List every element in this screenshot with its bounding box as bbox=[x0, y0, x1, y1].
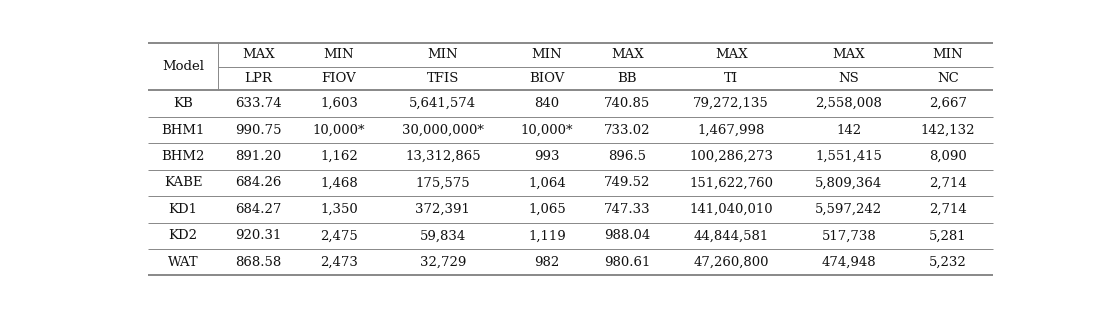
Text: NC: NC bbox=[937, 72, 958, 85]
Text: 5,232: 5,232 bbox=[929, 256, 967, 269]
Text: KABE: KABE bbox=[164, 176, 203, 189]
Text: 891.20: 891.20 bbox=[236, 150, 282, 163]
Text: LPR: LPR bbox=[245, 72, 273, 85]
Text: 5,809,364: 5,809,364 bbox=[816, 176, 883, 189]
Text: MAX: MAX bbox=[715, 48, 748, 61]
Text: WAT: WAT bbox=[168, 256, 198, 269]
Text: BB: BB bbox=[618, 72, 637, 85]
Text: 747.33: 747.33 bbox=[604, 203, 651, 216]
Text: 684.27: 684.27 bbox=[235, 203, 282, 216]
Text: 1,162: 1,162 bbox=[321, 150, 358, 163]
Text: 47,260,800: 47,260,800 bbox=[693, 256, 769, 269]
Text: 5,641,574: 5,641,574 bbox=[410, 97, 476, 110]
Text: MIN: MIN bbox=[324, 48, 354, 61]
Text: 2,475: 2,475 bbox=[321, 229, 358, 242]
Text: TI: TI bbox=[725, 72, 738, 85]
Text: Model: Model bbox=[162, 60, 204, 73]
Text: 633.74: 633.74 bbox=[235, 97, 282, 110]
Text: 5,281: 5,281 bbox=[929, 229, 967, 242]
Text: KB: KB bbox=[174, 97, 193, 110]
Text: 990.75: 990.75 bbox=[235, 123, 282, 136]
Text: 1,467,998: 1,467,998 bbox=[698, 123, 765, 136]
Text: 474,948: 474,948 bbox=[821, 256, 876, 269]
Text: 142,132: 142,132 bbox=[920, 123, 975, 136]
Text: 2,714: 2,714 bbox=[929, 176, 967, 189]
Text: 1,064: 1,064 bbox=[528, 176, 565, 189]
Text: 372,391: 372,391 bbox=[415, 203, 471, 216]
Text: MIN: MIN bbox=[933, 48, 963, 61]
Text: 13,312,865: 13,312,865 bbox=[405, 150, 481, 163]
Text: 30,000,000*: 30,000,000* bbox=[402, 123, 484, 136]
Text: 142: 142 bbox=[836, 123, 861, 136]
Text: 175,575: 175,575 bbox=[415, 176, 470, 189]
Text: 10,000*: 10,000* bbox=[313, 123, 365, 136]
Text: BHM2: BHM2 bbox=[161, 150, 205, 163]
Text: MAX: MAX bbox=[833, 48, 865, 61]
Text: 5,597,242: 5,597,242 bbox=[816, 203, 883, 216]
Text: 988.04: 988.04 bbox=[604, 229, 650, 242]
Text: 2,714: 2,714 bbox=[929, 203, 967, 216]
Text: 733.02: 733.02 bbox=[604, 123, 650, 136]
Text: 2,558,008: 2,558,008 bbox=[816, 97, 883, 110]
Text: 1,350: 1,350 bbox=[321, 203, 358, 216]
Text: 1,119: 1,119 bbox=[528, 229, 565, 242]
Text: KD1: KD1 bbox=[168, 203, 197, 216]
Text: 10,000*: 10,000* bbox=[521, 123, 573, 136]
Text: 2,667: 2,667 bbox=[929, 97, 967, 110]
Text: 517,738: 517,738 bbox=[821, 229, 876, 242]
Text: 868.58: 868.58 bbox=[236, 256, 282, 269]
Text: 980.61: 980.61 bbox=[604, 256, 650, 269]
Text: 1,551,415: 1,551,415 bbox=[816, 150, 883, 163]
Text: BIOV: BIOV bbox=[529, 72, 564, 85]
Text: 1,603: 1,603 bbox=[321, 97, 358, 110]
Text: TFIS: TFIS bbox=[426, 72, 460, 85]
Text: NS: NS bbox=[838, 72, 859, 85]
Text: 982: 982 bbox=[534, 256, 560, 269]
Text: 920.31: 920.31 bbox=[235, 229, 282, 242]
Text: 1,468: 1,468 bbox=[321, 176, 358, 189]
Text: MAX: MAX bbox=[611, 48, 643, 61]
Text: KD2: KD2 bbox=[168, 229, 197, 242]
Text: 993: 993 bbox=[534, 150, 560, 163]
Text: BHM1: BHM1 bbox=[161, 123, 205, 136]
Text: 740.85: 740.85 bbox=[604, 97, 650, 110]
Text: MIN: MIN bbox=[427, 48, 459, 61]
Text: 8,090: 8,090 bbox=[929, 150, 967, 163]
Text: 840: 840 bbox=[534, 97, 560, 110]
Text: MIN: MIN bbox=[532, 48, 562, 61]
Text: 59,834: 59,834 bbox=[420, 229, 466, 242]
Text: 749.52: 749.52 bbox=[604, 176, 650, 189]
Text: 684.26: 684.26 bbox=[235, 176, 282, 189]
Text: 100,286,273: 100,286,273 bbox=[689, 150, 774, 163]
Text: FIOV: FIOV bbox=[322, 72, 356, 85]
Text: 2,473: 2,473 bbox=[321, 256, 358, 269]
Text: 1,065: 1,065 bbox=[528, 203, 565, 216]
Text: 151,622,760: 151,622,760 bbox=[689, 176, 774, 189]
Text: 141,040,010: 141,040,010 bbox=[689, 203, 774, 216]
Text: 79,272,135: 79,272,135 bbox=[693, 97, 769, 110]
Text: 44,844,581: 44,844,581 bbox=[693, 229, 769, 242]
Text: 896.5: 896.5 bbox=[609, 150, 647, 163]
Text: MAX: MAX bbox=[243, 48, 275, 61]
Text: 32,729: 32,729 bbox=[420, 256, 466, 269]
